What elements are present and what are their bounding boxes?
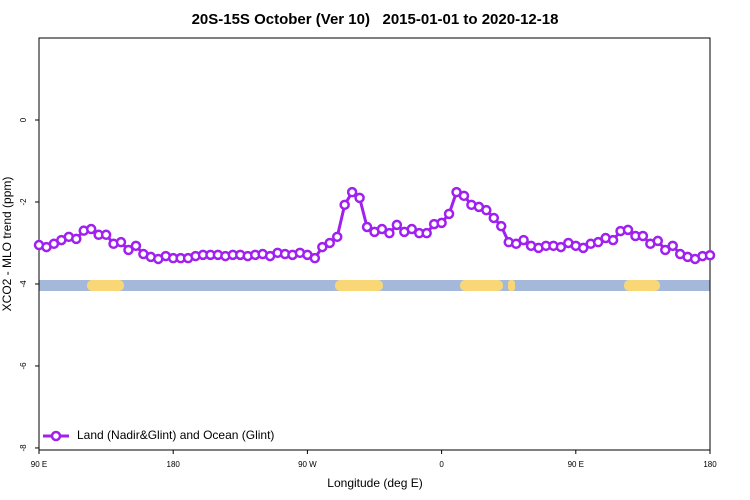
chart-title: 20S-15S October (Ver 10) 2015-01-01 to 2… (192, 11, 559, 28)
data-point (660, 244, 671, 256)
data-point (607, 234, 619, 246)
land-band (460, 280, 503, 291)
y-tick-label: -8 (19, 444, 28, 452)
data-point (436, 217, 447, 229)
y-tick-label: -4 (19, 280, 28, 288)
data-point (652, 235, 664, 247)
x-axis-label: Longitude (deg E) (327, 476, 422, 490)
data-point (130, 240, 142, 252)
data-point (309, 252, 321, 264)
y-tick-label: 0 (19, 117, 28, 122)
data-point (317, 241, 328, 253)
data-point (578, 242, 589, 254)
y-tick-label: -6 (19, 362, 28, 370)
surface-band (39, 280, 710, 291)
x-tick-label: 0 (439, 460, 444, 469)
data-point (704, 250, 716, 261)
data-point (443, 208, 455, 220)
data-point (637, 230, 649, 242)
data-point (384, 227, 395, 239)
x-tick-label: 90 E (31, 460, 47, 469)
x-tick-label: 90 E (568, 460, 584, 469)
data-point (488, 212, 500, 224)
data-point (391, 219, 403, 231)
data-point (376, 223, 388, 235)
land-band (508, 280, 515, 291)
legend-label: Land (Nadir&Glint) and Ocean (Glint) (77, 428, 274, 442)
data-point (346, 186, 358, 198)
data-point (667, 240, 678, 252)
data-point (100, 229, 112, 241)
x-tick-label: 180 (167, 460, 181, 469)
data-point (85, 223, 97, 235)
land-band (335, 280, 383, 291)
x-tick-label: 90 W (298, 460, 317, 469)
data-point (555, 241, 567, 253)
legend-marker (50, 430, 62, 442)
y-tick-label: -2 (19, 198, 28, 206)
data-point (495, 220, 507, 232)
data-point (406, 223, 418, 235)
data-point (421, 227, 432, 239)
data-point (123, 244, 134, 256)
land-band (87, 280, 124, 291)
data-point (592, 236, 604, 248)
data-point (354, 192, 365, 204)
data-point (115, 236, 127, 248)
data-point (331, 231, 343, 243)
data-point (481, 204, 492, 216)
data-point (324, 237, 336, 249)
land-band (624, 280, 660, 291)
data-point (361, 221, 373, 233)
data-point (458, 190, 470, 202)
y-axis-label: XCO2 - MLO trend (ppm) (0, 177, 14, 312)
data-point (622, 224, 634, 236)
x-tick-label: 180 (703, 460, 717, 469)
data-point (71, 233, 82, 245)
data-point (518, 234, 529, 246)
data-point (339, 199, 350, 211)
